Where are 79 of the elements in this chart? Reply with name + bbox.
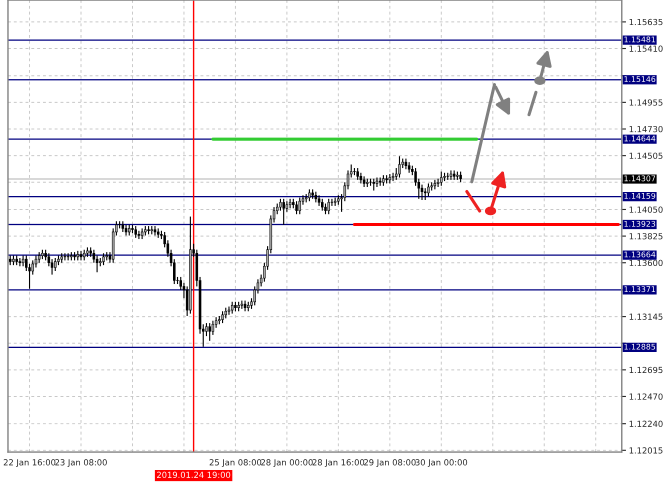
y-tick-label: 1.12470 [630, 393, 663, 400]
x-tick-label: 28 Jan 16:00 [312, 459, 364, 468]
candlestick [80, 250, 82, 261]
candlestick [434, 179, 436, 190]
candlestick [124, 224, 128, 236]
candlestick [237, 301, 240, 312]
candlestick [286, 200, 288, 212]
candlestick [452, 170, 456, 180]
candlestick [372, 178, 376, 192]
candlestick [230, 301, 234, 314]
y-tick-label: 1.14505 [630, 152, 662, 159]
candlestick [408, 162, 410, 174]
x-tick-label: 22 Jan 16:00 [4, 459, 56, 468]
candlestick [288, 198, 292, 209]
candlestick [308, 188, 311, 202]
candlestick [362, 176, 366, 188]
x-tick-label: 23 Jan 08:00 [55, 459, 107, 468]
candlestick [144, 225, 147, 236]
candlestick [22, 255, 24, 267]
y-tick-label: 1.15410 [630, 46, 663, 52]
candlestick [404, 158, 408, 170]
candlestick [128, 224, 131, 236]
candlestick [12, 255, 15, 266]
candlestick [295, 200, 298, 215]
candlestick [356, 168, 359, 180]
candlestick [134, 225, 137, 238]
candlestick [459, 171, 462, 183]
y-tick-label: 1.14730 [630, 126, 663, 132]
candlestick [314, 191, 318, 203]
y-tick-label: 1.13825 [630, 233, 662, 240]
candlestick [321, 198, 324, 212]
y-tick-label: 1.14955 [630, 99, 662, 106]
y-tick-label: 1.13600 [630, 260, 663, 266]
y-tick-label: 1.14050 [630, 206, 663, 213]
candlestick [244, 300, 246, 312]
x-tick-label: 30 Jan 00:00 [416, 459, 468, 468]
candlestick [86, 246, 89, 258]
candlestick [324, 203, 327, 215]
candlestick [279, 198, 282, 212]
candlestick [156, 228, 160, 238]
candlestick [76, 250, 80, 261]
candlestick [450, 170, 452, 180]
candlestick [8, 255, 12, 266]
candlestick [440, 171, 443, 186]
candlestick [208, 322, 211, 342]
candlestick [102, 252, 105, 266]
candlestick [247, 301, 250, 312]
candlestick [224, 307, 228, 319]
candlestick [427, 182, 430, 198]
candlestick [382, 174, 385, 186]
x-tick-label: 28 Jan 00:00 [261, 459, 313, 468]
candlestick [140, 228, 144, 240]
y-tick-label: 1.13145 [630, 314, 662, 320]
candlestick [122, 220, 124, 233]
candlestick [298, 197, 302, 215]
candlestick [154, 225, 156, 236]
y-tick-label: 1.12015 [630, 447, 662, 454]
candlestick [327, 198, 330, 215]
candlestick [388, 173, 392, 184]
y-tick-label: 1.12240 [630, 420, 663, 427]
candlestick [54, 257, 57, 272]
candlestick [398, 156, 401, 178]
candlestick [38, 252, 40, 264]
candlestick [60, 252, 63, 264]
candlestick [282, 198, 285, 226]
candlestick [15, 255, 18, 266]
candlestick [82, 249, 86, 261]
candlestick [221, 310, 224, 324]
y-tick-label: 1.12695 [630, 366, 662, 374]
candlestick [360, 172, 362, 184]
candlestick [234, 301, 237, 312]
y-tick-label: 1.15635 [630, 18, 662, 26]
candlestick [41, 249, 44, 260]
candlestick [376, 176, 378, 188]
x-tick-label: 29 Jan 08:00 [364, 459, 416, 468]
x-tick-label: 2019.01.24 19:00 [157, 472, 230, 478]
candlestick [311, 188, 314, 200]
candlestick [318, 194, 320, 206]
x-tick-label: 25 Jan 08:00 [210, 459, 262, 468]
